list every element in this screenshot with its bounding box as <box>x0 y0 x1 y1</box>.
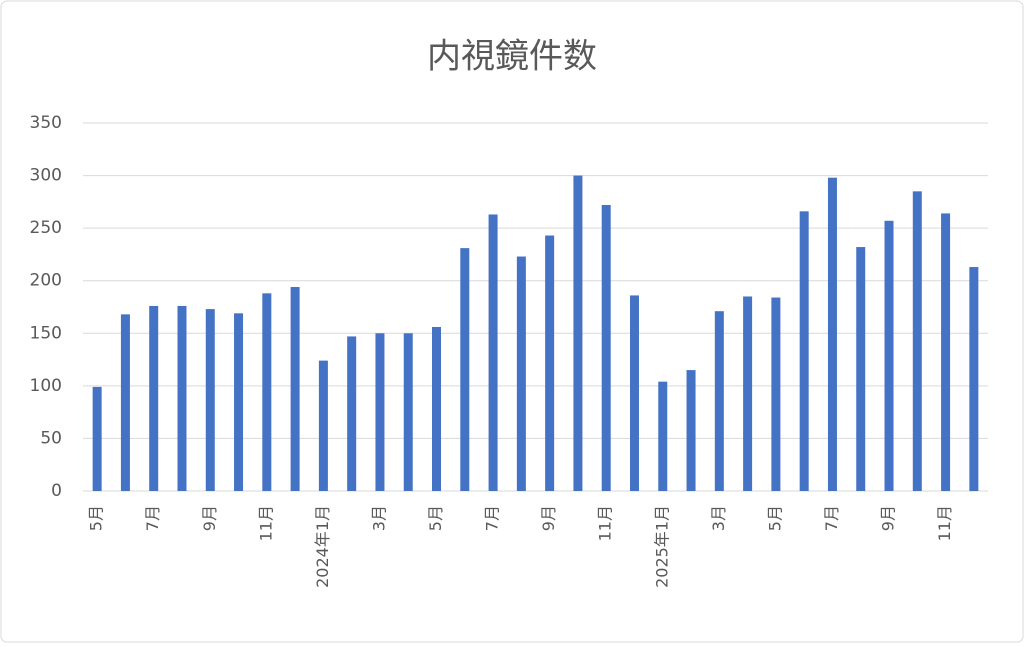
y-tick-label: 50 <box>40 428 62 448</box>
bar <box>545 235 555 491</box>
x-tick-label: 5月 <box>426 505 445 531</box>
y-tick-label: 150 <box>30 323 62 343</box>
x-tick-label: 7月 <box>143 505 162 531</box>
x-tick-label: 7月 <box>483 505 502 531</box>
bar <box>912 191 922 492</box>
chart-title: 内視鏡件数 <box>427 37 597 77</box>
bar <box>799 211 809 491</box>
bar <box>347 336 357 491</box>
y-tick-label: 350 <box>30 113 62 133</box>
bar <box>177 305 187 491</box>
x-tick-label: 5月 <box>87 505 106 531</box>
bar <box>290 287 300 491</box>
bar <box>149 305 159 491</box>
bar <box>120 314 130 491</box>
bar <box>460 248 470 491</box>
y-tick-label: 250 <box>30 218 62 238</box>
bar <box>262 293 272 491</box>
bar <box>743 296 753 491</box>
x-tick-label: 11月 <box>596 505 615 541</box>
bar <box>771 297 781 491</box>
bar <box>629 295 639 491</box>
y-tick-label: 0 <box>51 481 62 501</box>
x-tick-label: 11月 <box>256 505 275 541</box>
bar <box>941 213 951 491</box>
x-tick-label: 3月 <box>369 505 388 531</box>
bar <box>205 309 215 491</box>
x-tick-label: 9月 <box>539 505 558 531</box>
x-tick-label: 5月 <box>765 505 784 531</box>
bar <box>884 220 894 492</box>
x-tick-label: 2025年1月 <box>652 505 671 588</box>
bar <box>432 326 442 491</box>
bar <box>516 256 526 491</box>
y-tick-label: 100 <box>30 376 62 396</box>
bar <box>375 333 385 491</box>
x-tick-label: 2024年1月 <box>313 505 332 588</box>
x-tick-label: 3月 <box>709 505 728 531</box>
bar <box>92 386 102 491</box>
bar <box>318 360 328 491</box>
x-tick-label: 11月 <box>935 505 954 541</box>
bar <box>714 311 724 491</box>
y-tick-label: 200 <box>30 271 62 291</box>
bar <box>601 205 611 492</box>
bar <box>827 177 837 491</box>
bar <box>658 381 668 491</box>
bar <box>234 313 244 491</box>
bar <box>488 214 498 491</box>
bar <box>856 247 866 491</box>
bar <box>686 370 696 491</box>
bar <box>573 175 583 492</box>
x-tick-label: 9月 <box>879 505 898 531</box>
x-tick-label: 9月 <box>200 505 219 531</box>
y-tick-label: 300 <box>30 166 62 186</box>
x-tick-label: 7月 <box>822 505 841 531</box>
bar <box>403 333 413 491</box>
bar <box>969 267 979 491</box>
